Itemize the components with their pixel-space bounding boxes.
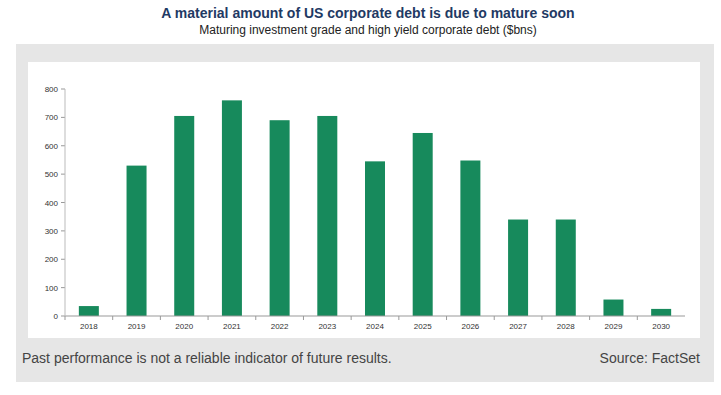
y-tick-label: 400 (45, 199, 59, 208)
root: A material amount of US corporate debt i… (0, 0, 721, 395)
bar (460, 161, 480, 316)
bar (127, 166, 147, 316)
x-tick (541, 316, 542, 320)
x-tick-label: 2030 (652, 322, 670, 331)
y-tick-label: 800 (45, 85, 59, 94)
x-tick (637, 316, 638, 320)
x-tick (351, 316, 352, 320)
y-tick (61, 145, 65, 146)
y-tick-label: 200 (45, 255, 59, 264)
subtitle: Maturing investment grade and high yield… (199, 23, 537, 37)
x-tick (160, 316, 161, 320)
y-tick-label: 100 (45, 284, 59, 293)
y-tick-label: 300 (45, 227, 59, 236)
bar (365, 161, 385, 316)
y-tick (61, 287, 65, 288)
chart: A material amount of US corporate debt i… (0, 0, 721, 395)
x-tick-label: 2018 (80, 322, 98, 331)
x-tick (112, 316, 113, 320)
panel (16, 44, 714, 382)
x-tick-label: 2026 (461, 322, 479, 331)
y-tick (61, 117, 65, 118)
y-tick (61, 316, 65, 317)
title: A material amount of US corporate debt i… (161, 5, 574, 21)
x-tick-label: 2024 (366, 322, 384, 331)
y-tick-label: 500 (45, 170, 59, 179)
x-tick-label: 2019 (128, 322, 146, 331)
bar (508, 220, 528, 316)
bar (413, 133, 433, 316)
x-tick-label: 2027 (509, 322, 527, 331)
x-tick (65, 316, 66, 320)
x-tick (398, 316, 399, 320)
x-tick-label: 2022 (271, 322, 289, 331)
y-tick (61, 89, 65, 90)
footnote: Past performance is not a reliable indic… (22, 350, 392, 366)
x-tick-label: 2028 (557, 322, 575, 331)
y-tick-label: 600 (45, 142, 59, 151)
y-tick (61, 202, 65, 203)
x-tick (589, 316, 590, 320)
x-tick-label: 2029 (605, 322, 623, 331)
bar (174, 116, 194, 316)
bar (222, 100, 242, 316)
x-tick-label: 2021 (223, 322, 241, 331)
x-tick (208, 316, 209, 320)
x-tick (303, 316, 304, 320)
bar (79, 306, 99, 316)
x-tick-label: 2020 (175, 322, 193, 331)
bar (556, 220, 576, 316)
x-axis (65, 316, 685, 317)
x-tick (446, 316, 447, 320)
bar (270, 120, 290, 316)
x-tick-label: 2025 (414, 322, 432, 331)
bars (79, 100, 671, 316)
y-tick-label: 700 (45, 113, 59, 122)
x-tick-label: 2023 (318, 322, 336, 331)
source: Source: FactSet (600, 350, 700, 366)
x-tick (494, 316, 495, 320)
x-tick (255, 316, 256, 320)
y-tick-label: 0 (54, 312, 59, 321)
plot-background (28, 62, 700, 338)
bar (603, 300, 623, 316)
y-tick (61, 230, 65, 231)
y-tick (61, 259, 65, 260)
y-tick (61, 174, 65, 175)
bar (317, 116, 337, 316)
y-axis (65, 89, 66, 316)
bar (651, 309, 671, 316)
